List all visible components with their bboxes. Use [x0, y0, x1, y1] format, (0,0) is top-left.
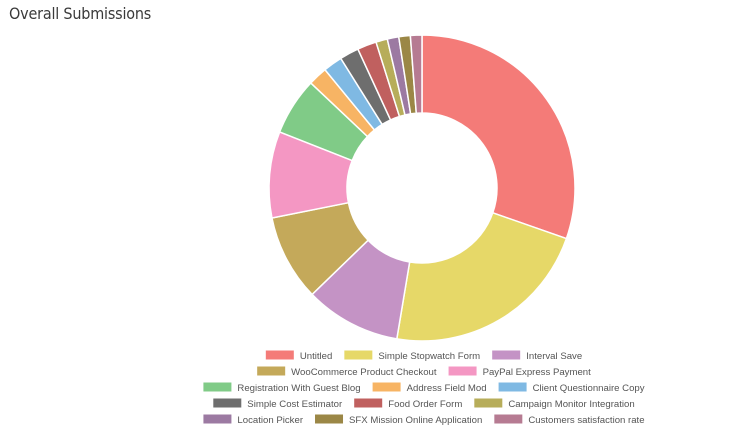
legend-label: Untitled: [300, 351, 333, 362]
legend-item-untitled[interactable]: Untitled: [265, 350, 333, 363]
legend-swatch: [257, 366, 286, 376]
legend-label: PayPal Express Payment: [483, 367, 592, 378]
legend-item-woocommerce-product-checkout[interactable]: WooCommerce Product Checkout: [257, 366, 437, 379]
legend-swatch: [344, 350, 373, 360]
legend-label: WooCommerce Product Checkout: [291, 367, 437, 378]
legend-item-simple-cost-estimator[interactable]: Simple Cost Estimator: [213, 398, 343, 411]
slice-simple-stopwatch-form[interactable]: [395, 211, 568, 342]
slice-untitled[interactable]: [421, 34, 576, 240]
legend-item-address-field-mod[interactable]: Address Field Mod: [372, 382, 487, 395]
legend-swatch: [203, 382, 232, 392]
legend-label: SFX Mission Online Application: [349, 415, 482, 426]
legend-swatch: [203, 414, 232, 424]
legend-item-campaign-monitor-integration[interactable]: Campaign Monitor Integration: [474, 398, 635, 411]
chart-slices: [268, 34, 576, 342]
legend-label: Simple Cost Estimator: [247, 399, 343, 410]
legend-swatch: [372, 382, 401, 392]
legend-swatch: [448, 366, 477, 376]
legend-swatch: [498, 382, 527, 392]
chart-legend: Untitled Simple Stopwatch Form Interval Sa…: [203, 350, 645, 427]
legend-label: Registration With Guest Blog: [237, 383, 360, 394]
legend-swatch: [315, 414, 344, 424]
chart-title: Overall Submissions: [9, 4, 152, 23]
legend-label: Client Questionnaire Copy: [533, 383, 645, 394]
legend-label: Campaign Monitor Integration: [508, 399, 634, 410]
legend-label: Interval Save: [526, 351, 582, 362]
legend-item-interval-save[interactable]: Interval Save: [492, 350, 582, 363]
legend-label: Food Order Form: [388, 399, 462, 410]
legend-swatch: [474, 398, 503, 408]
legend-swatch: [265, 350, 294, 360]
legend-item-paypal-express-payment[interactable]: PayPal Express Payment: [448, 366, 592, 379]
legend-item-customers-satisfaction-rate[interactable]: Customers satisfaction rate: [494, 414, 645, 427]
legend-swatch: [354, 398, 383, 408]
legend-swatch: [492, 350, 521, 360]
legend-item-food-order-form[interactable]: Food Order Form: [354, 398, 462, 411]
legend-swatch: [213, 398, 242, 408]
legend-item-simple-stopwatch-form[interactable]: Simple Stopwatch Form: [344, 350, 480, 363]
legend-swatch: [494, 414, 523, 424]
legend-item-sfx-mission-online-application[interactable]: SFX Mission Online Application: [315, 414, 482, 427]
legend-label: Simple Stopwatch Form: [378, 351, 480, 362]
legend-label: Customers satisfaction rate: [528, 415, 644, 426]
legend-label: Address Field Mod: [407, 383, 487, 394]
legend-item-registration-with-guest-blog[interactable]: Registration With Guest Blog: [203, 382, 361, 395]
legend-item-location-picker[interactable]: Location Picker: [203, 414, 304, 427]
legend-label: Location Picker: [237, 415, 303, 426]
slice-customers-satisfaction-rate[interactable]: [409, 34, 423, 115]
legend-item-client-questionnaire-copy[interactable]: Client Questionnaire Copy: [498, 382, 645, 395]
